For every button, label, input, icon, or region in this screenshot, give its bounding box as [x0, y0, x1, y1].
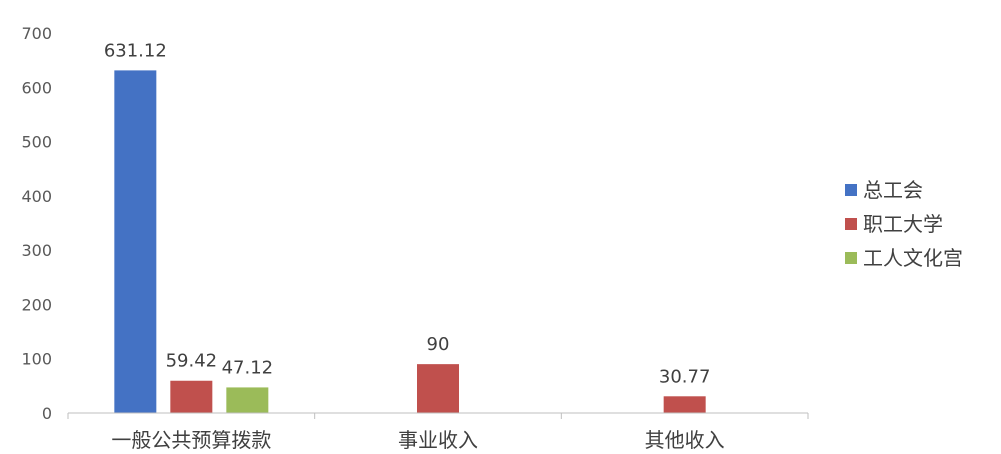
y-tick-label: 700 — [21, 24, 52, 43]
y-tick-label: 0 — [42, 404, 52, 423]
y-tick-label: 400 — [21, 187, 52, 206]
y-tick-label: 100 — [21, 350, 52, 369]
x-axis-ticks — [67, 413, 809, 419]
category-labels: 一般公共预算拨款 事业收入 其他收入 — [111, 428, 724, 452]
data-label: 90 — [427, 334, 450, 355]
category-label: 一般公共预算拨款 — [111, 428, 271, 452]
bar — [114, 70, 157, 413]
category-label: 事业收入 — [398, 428, 478, 452]
y-tick-label: 500 — [21, 133, 52, 152]
data-label: 631.12 — [104, 40, 167, 61]
data-label: 30.77 — [659, 366, 711, 387]
legend-swatch — [845, 252, 857, 264]
data-label: 59.42 — [166, 351, 218, 372]
y-tick-label: 200 — [21, 295, 52, 314]
legend-swatch — [845, 218, 857, 230]
data-labels: 631.12 59.42 47.12 90 30.77 — [104, 40, 711, 387]
bars — [114, 70, 706, 413]
y-tick-label: 600 — [21, 78, 52, 97]
legend-label: 职工大学 — [863, 212, 943, 236]
data-label: 47.12 — [222, 357, 274, 378]
y-axis-ticks: 0 100 200 300 400 500 600 700 — [21, 24, 52, 423]
bar — [663, 396, 706, 413]
bar — [417, 364, 459, 413]
legend-swatch — [845, 184, 857, 196]
bar — [170, 380, 213, 413]
category-label: 其他收入 — [645, 428, 725, 452]
y-tick-label: 300 — [21, 241, 52, 260]
legend-label: 总工会 — [863, 178, 923, 202]
legend-label: 工人文化宫 — [863, 246, 963, 270]
bar — [226, 387, 269, 413]
